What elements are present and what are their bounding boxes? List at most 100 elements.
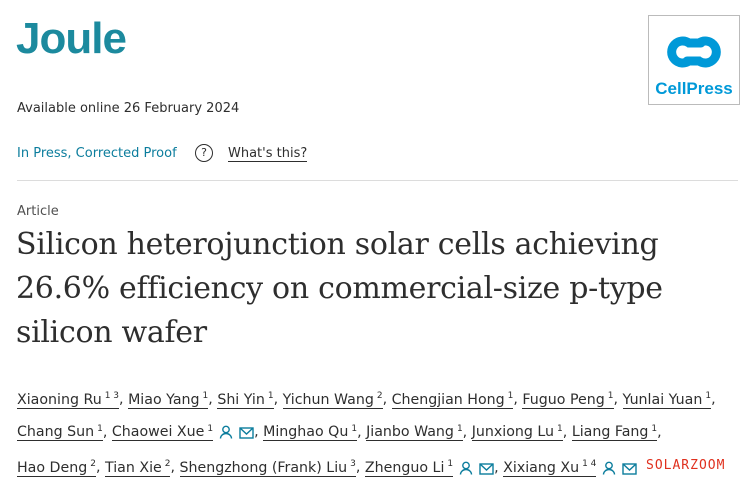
author-name[interactable]: Tian Xie: [104, 460, 162, 477]
author[interactable]: Liang Fang 1: [571, 423, 658, 442]
author[interactable]: Yichun Wang 2: [282, 391, 383, 409]
affiliation: 1 3: [104, 391, 120, 401]
author-entry: Fuguo Peng 1,: [522, 391, 618, 409]
author[interactable]: Xixiang Xu 1 4: [503, 459, 597, 478]
author-name[interactable]: Miao Yang: [128, 391, 200, 408]
author[interactable]: Shengzhong (Frank) Liu 3: [179, 459, 356, 478]
separator: ,: [95, 460, 101, 477]
separator: ,: [562, 424, 568, 441]
status[interactable]: In Press, Corrected Proof: [17, 146, 177, 161]
affiliation: 1: [607, 391, 614, 401]
author-entry: Minghao Qu 1,: [263, 423, 362, 442]
contact-icon[interactable]: [459, 457, 473, 486]
author[interactable]: Yunlai Yuan 1: [622, 391, 712, 409]
author-entry: Yunlai Yuan 1,: [622, 391, 716, 409]
separator: ,: [355, 460, 361, 477]
watermark: SOLARZOOM: [646, 458, 726, 473]
affiliation: 1 4: [582, 459, 597, 470]
author-name[interactable]: Yichun Wang: [282, 391, 374, 408]
logo-text: CellPress: [655, 79, 733, 98]
author-entry: Yichun Wang 2,: [282, 391, 388, 409]
affiliation: 3: [350, 459, 356, 470]
email-link[interactable]: [622, 457, 638, 486]
separator: ,: [462, 424, 468, 441]
separator: ,: [208, 391, 213, 408]
author-name[interactable]: Chengjian Hong: [391, 391, 505, 408]
author[interactable]: Shi Yin 1: [217, 391, 274, 409]
author-name[interactable]: Xixiang Xu: [503, 460, 580, 477]
author-name[interactable]: Minghao Qu: [263, 424, 349, 441]
author-name[interactable]: Liang Fang: [571, 424, 649, 441]
logo-graphic: CellPress: [655, 36, 733, 98]
person-icon: [603, 461, 616, 475]
author[interactable]: Chang Sun 1: [17, 423, 103, 442]
contact-icon[interactable]: [602, 457, 616, 486]
separator: ,: [254, 424, 259, 441]
article-type: Article: [17, 204, 59, 219]
contact-icon[interactable]: [219, 421, 233, 450]
author-name[interactable]: Chang Sun: [17, 424, 95, 441]
author[interactable]: Tian Xie 2: [104, 459, 171, 478]
divider: [17, 180, 738, 181]
affiliation: 1: [447, 459, 454, 470]
author-list: Xiaoning Ru 1 3, Miao Yang 1, Shi Yin 1, Yi…: [17, 382, 737, 486]
article-title: Silicon heterojunction solar cells achie…: [16, 227, 663, 350]
affiliation: 1: [202, 391, 209, 401]
author-entry: Shengzhong (Frank) Liu 3,: [179, 459, 361, 478]
affiliation: 2: [164, 459, 171, 470]
author-name[interactable]: Xiaoning Ru: [17, 391, 102, 408]
affiliation: 1: [456, 423, 463, 434]
author-entry: Tian Xie 2,: [104, 459, 175, 478]
author[interactable]: Minghao Qu 1: [263, 423, 358, 442]
author-entry: Xixiang Xu 1 4: [503, 459, 638, 478]
affiliation: 1: [97, 423, 103, 434]
journal-name[interactable]: Joule: [16, 14, 127, 63]
author-name[interactable]: Junxiong Lu: [471, 424, 555, 441]
publisher-logo[interactable]: CellPress: [648, 15, 740, 105]
separator: ,: [119, 391, 124, 408]
author[interactable]: Fuguo Peng 1: [522, 391, 614, 409]
affiliation: 1: [651, 423, 658, 434]
separator: ,: [513, 391, 518, 408]
affiliation: 2: [376, 391, 383, 401]
affiliation: 1: [207, 423, 214, 434]
author[interactable]: Zhenguo Li 1: [364, 459, 454, 478]
separator: ,: [102, 424, 108, 441]
separator: ,: [711, 391, 716, 408]
separator: ,: [382, 391, 388, 408]
author-name[interactable]: Shi Yin: [217, 391, 265, 408]
author[interactable]: Chengjian Hong 1: [391, 391, 514, 409]
author[interactable]: Junxiong Lu 1: [471, 424, 563, 442]
email-link[interactable]: [239, 421, 254, 450]
author[interactable]: Miao Yang 1: [128, 391, 209, 409]
author-name[interactable]: Yunlai Yuan: [622, 391, 703, 408]
person-icon: [459, 461, 473, 475]
logo-mark: [667, 36, 721, 68]
author[interactable]: Hao Deng 2: [17, 459, 96, 478]
author-entry: Junxiong Lu 1,: [471, 424, 568, 442]
author[interactable]: Chaowei Xue 1: [111, 423, 214, 442]
separator: ,: [657, 424, 662, 441]
author-entry: Xiaoning Ru 1 3,: [17, 391, 124, 409]
author[interactable]: Jianbo Wang 1: [366, 423, 463, 442]
author-name[interactable]: Chaowei Xue: [111, 424, 205, 441]
author-name[interactable]: Zhenguo Li: [364, 460, 445, 477]
author[interactable]: Xiaoning Ru 1 3: [17, 391, 120, 409]
help-link[interactable]: What's this?: [228, 146, 308, 162]
email-link[interactable]: [479, 457, 494, 486]
author-entry: Chang Sun 1,: [17, 423, 108, 442]
author-entry: Miao Yang 1,: [128, 391, 213, 409]
author-name[interactable]: Fuguo Peng: [522, 391, 605, 408]
affiliation: 1: [267, 391, 274, 401]
author-name[interactable]: Jianbo Wang: [366, 424, 454, 441]
author-name[interactable]: Shengzhong (Frank) Liu: [179, 460, 348, 477]
affiliation: 1: [705, 391, 712, 401]
affiliation: 1: [507, 391, 514, 401]
affiliation: 1: [351, 423, 358, 434]
email-icon: [479, 463, 494, 475]
help-icon[interactable]: ?: [195, 144, 213, 162]
separator: ,: [357, 424, 362, 441]
author-entry: Hao Deng 2,: [17, 459, 101, 478]
author-name[interactable]: Hao Deng: [17, 460, 88, 477]
